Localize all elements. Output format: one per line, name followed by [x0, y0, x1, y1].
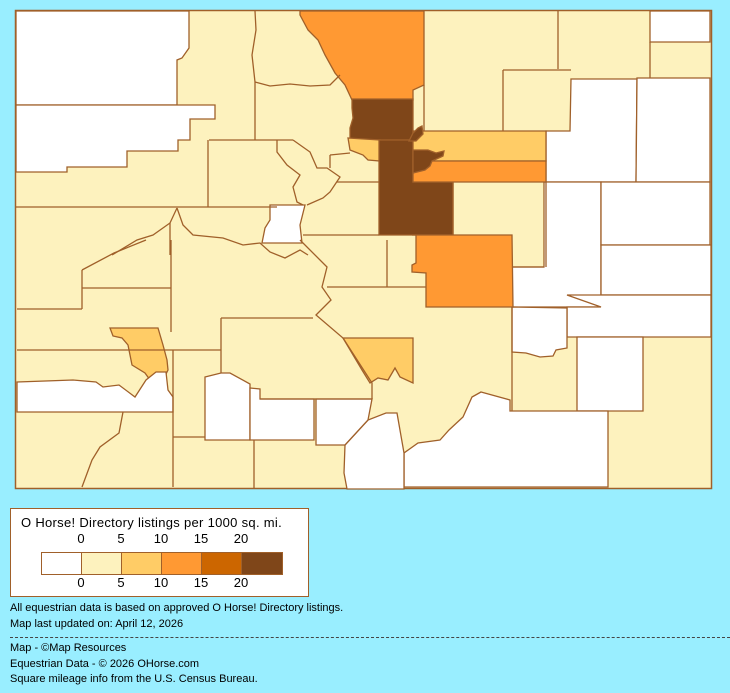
- data-basis-note: All equestrian data is based on approved…: [10, 602, 344, 614]
- county-boundary: [329, 152, 351, 156]
- legend-swatch: [42, 553, 82, 574]
- legend-tick-label: 10: [153, 575, 169, 590]
- county-region: [566, 294, 712, 338]
- legend-tick-label: 0: [77, 531, 85, 546]
- legend-tick-label: 15: [193, 531, 209, 546]
- county-region: [576, 336, 644, 412]
- legend-color-scale: [41, 552, 283, 575]
- legend: O Horse! Directory listings per 1000 sq.…: [10, 508, 309, 597]
- legend-title: O Horse! Directory listings per 1000 sq.…: [21, 515, 283, 530]
- county-region: [412, 149, 445, 174]
- legend-swatch: [122, 553, 162, 574]
- county-region: [600, 181, 711, 246]
- county-region: [15, 104, 216, 173]
- county-region: [600, 244, 712, 296]
- county-boundary: [81, 239, 147, 271]
- county-boundary: [251, 10, 257, 140]
- county-boundary: [176, 207, 309, 259]
- county-region: [341, 337, 414, 385]
- county-boundary: [111, 207, 178, 256]
- county-region: [411, 234, 514, 308]
- legend-tick-label: 0: [77, 575, 85, 590]
- county-region: [15, 10, 190, 106]
- legend-tick-label: 5: [117, 575, 125, 590]
- county-boundary: [299, 239, 373, 399]
- divider: [10, 637, 730, 638]
- county-boundary: [81, 411, 124, 488]
- county-boundary: [254, 74, 341, 87]
- last-updated-note: Map last updated on: April 12, 2026: [10, 618, 184, 630]
- county-region: [649, 10, 711, 43]
- legend-tick-label: 5: [117, 531, 125, 546]
- county-boundary: [292, 139, 341, 206]
- colorado-county-map: [14, 9, 713, 490]
- census-credit: Square mileage info from the U.S. Census…: [10, 673, 258, 685]
- data-credit: Equestrian Data - © 2026 OHorse.com: [10, 658, 200, 670]
- county-region: [349, 98, 414, 141]
- legend-swatch: [82, 553, 122, 574]
- county-region: [407, 125, 424, 142]
- legend-swatch: [242, 553, 282, 574]
- county-region: [511, 306, 568, 358]
- legend-tick-label: 20: [233, 531, 249, 546]
- county-region: [635, 77, 711, 183]
- county-region: [204, 372, 251, 441]
- county-region: [343, 412, 405, 490]
- legend-tick-label: 10: [153, 531, 169, 546]
- legend-tick-label: 20: [233, 575, 249, 590]
- county-region: [261, 204, 306, 244]
- legend-swatch: [162, 553, 202, 574]
- county-boundary: [276, 140, 304, 206]
- map-credit: Map - ©Map Resources: [10, 642, 127, 654]
- county-region: [412, 160, 547, 183]
- legend-tick-label: 15: [193, 575, 209, 590]
- legend-swatch: [202, 553, 242, 574]
